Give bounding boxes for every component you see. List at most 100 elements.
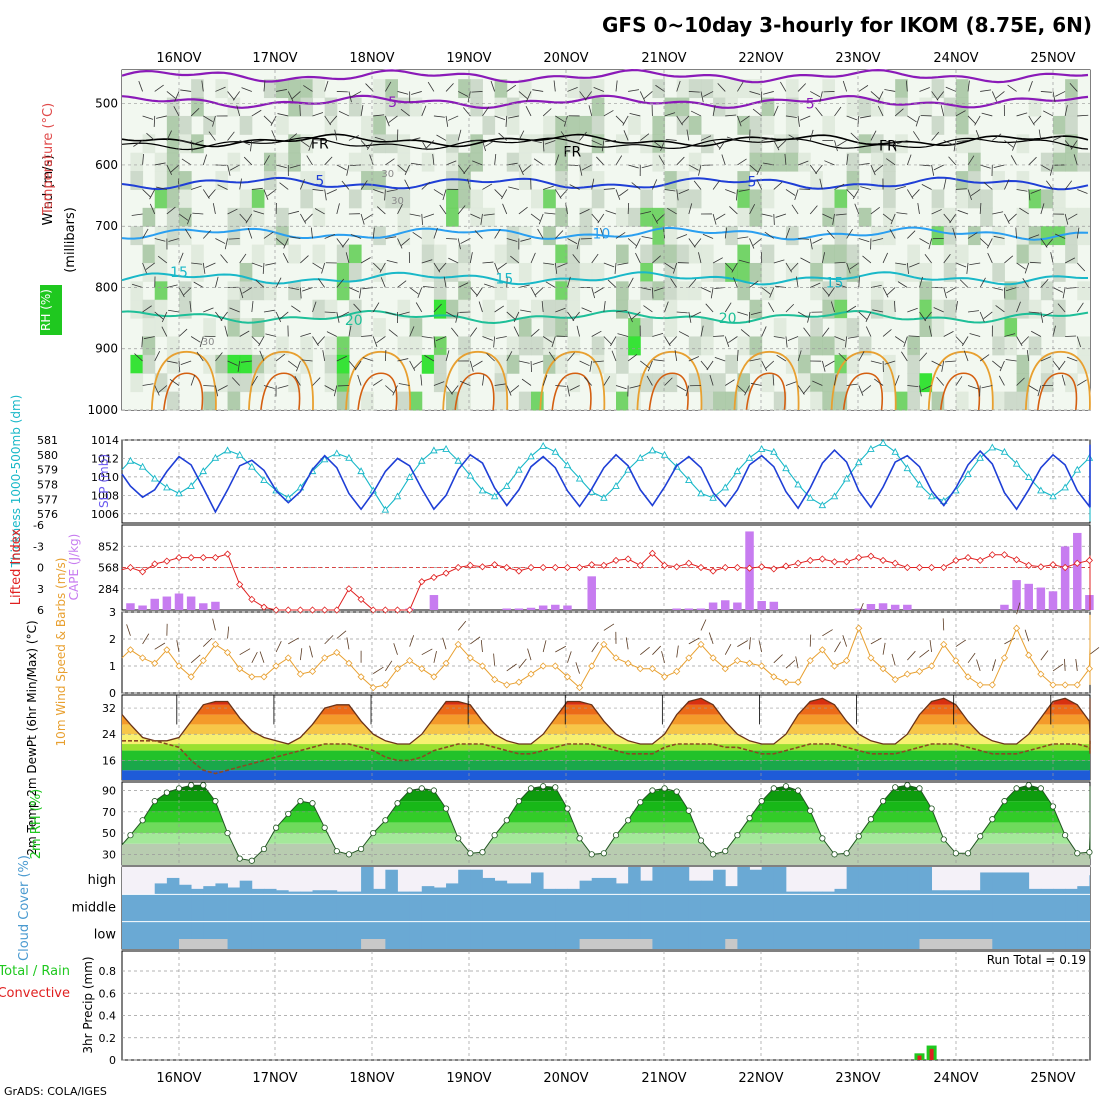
cloud-high-bar: [324, 890, 338, 895]
cloud-middle-bar: [239, 894, 253, 922]
cloud-middle-bar: [858, 894, 872, 922]
wind-barb: [346, 164, 350, 176]
wind-speed-point: [442, 659, 450, 667]
wind-speed-point: [1085, 665, 1093, 673]
rh-shade-cell: [1016, 281, 1030, 301]
wind-barb: [530, 328, 540, 337]
rh-shade-cell: [251, 281, 265, 301]
rh-shade-cell: [409, 318, 423, 337]
wind-barb: [1077, 114, 1089, 117]
dewpoint-line: [122, 740, 1091, 775]
wind-barb: [299, 648, 303, 661]
wind-barb: [276, 89, 287, 92]
wind-barb: [945, 86, 957, 92]
wind-barb: [288, 287, 300, 291]
rh-shade-cell: [749, 152, 763, 172]
wind-barb: [640, 211, 652, 215]
rh-point: [224, 829, 231, 837]
wind-barb: [700, 325, 704, 337]
wind-barb: [1064, 140, 1073, 150]
wind-barb: [1022, 278, 1030, 288]
rh-shade-cell: [191, 244, 204, 264]
wind-barb: [143, 336, 155, 340]
wind-speed-point: [223, 648, 232, 657]
cloud-high-bar: [785, 891, 799, 895]
wind-barb: [1004, 637, 1016, 645]
cloud-high-bar: [980, 872, 993, 895]
cloud-high-bar: [348, 891, 362, 895]
wind-barb: [919, 238, 930, 245]
isotherm-line: [121, 94, 1089, 109]
wind-barb: [533, 158, 544, 166]
cloud-middle-bar: [688, 894, 702, 922]
wind-barb: [652, 333, 664, 337]
rh-point: [333, 848, 340, 855]
wind-speed-point: [733, 657, 741, 665]
rh-point: [163, 789, 170, 796]
boundary-layer-contour: [163, 372, 204, 411]
wind-barb: [907, 650, 916, 661]
cloud-low-bar: [761, 921, 775, 949]
rh-shade-cell: [531, 299, 544, 319]
wind-barb: [142, 153, 144, 165]
wind-barb: [611, 350, 617, 362]
wind-speed-point: [527, 670, 535, 678]
wind-barb: [993, 235, 1005, 239]
lifted-index-point: [964, 554, 972, 562]
wind-speed-point: [369, 684, 377, 692]
wind-barb: [979, 277, 986, 288]
wind-barb: [360, 140, 369, 149]
cloud-high-bar: [822, 891, 835, 895]
wind-barb: [961, 336, 969, 347]
wind-barb: [957, 209, 969, 215]
rh-shade-cell: [676, 97, 690, 117]
wind-speed-point: [333, 648, 341, 657]
wind-barb: [579, 360, 590, 367]
cloud-middle-bar: [1004, 894, 1017, 922]
rh-shade-cell: [616, 354, 629, 374]
wind-barb: [525, 105, 532, 117]
date-label-top: 20NOV: [543, 51, 588, 66]
lifted-index-point: [139, 568, 147, 576]
lifted-index-point: [782, 562, 790, 570]
wind-barb: [690, 110, 702, 117]
wind-barb: [262, 262, 265, 274]
wind-barb: [446, 238, 458, 240]
rh-shade-cell: [761, 244, 775, 264]
wind-barb: [846, 228, 853, 239]
wind-barb: [1040, 164, 1051, 171]
wind-barb: [870, 360, 882, 364]
wind-barb: [948, 156, 957, 166]
rh-shade-cell: [931, 318, 945, 337]
wind-barb: [494, 189, 503, 198]
cloud-middle-bar: [251, 894, 265, 922]
rh-shade-cell: [166, 115, 180, 135]
wind-barb: [991, 659, 997, 672]
wind-barb: [251, 651, 258, 663]
cloud-high-bar: [773, 867, 787, 895]
wind-barb: [737, 115, 742, 127]
rh-shade-cell: [713, 373, 726, 393]
wind-barb: [308, 140, 313, 151]
thickness-point: [515, 465, 523, 473]
wind-barb: [240, 360, 252, 363]
rh-shade-cell: [555, 207, 568, 227]
thickness-point: [357, 467, 365, 475]
rh-shade-cell: [276, 79, 289, 99]
wind-barb: [421, 181, 431, 190]
wind-barb: [212, 115, 216, 127]
rh-shade-cell: [336, 336, 350, 356]
wind-barb: [166, 360, 178, 364]
rh-shade-cell: [166, 189, 180, 209]
wind-barb: [178, 360, 181, 372]
wind-barb: [180, 89, 192, 92]
rh-point: [794, 787, 802, 794]
cloud-middle-bar: [943, 894, 957, 922]
wind-barb: [203, 307, 214, 313]
wind-speed-point: [272, 662, 280, 670]
cloud-middle-bar: [215, 894, 228, 922]
rh-shade-cell: [980, 189, 993, 209]
wind-speed-point: [1061, 681, 1069, 689]
wind-barb: [705, 303, 714, 313]
wind-barb: [154, 642, 166, 650]
